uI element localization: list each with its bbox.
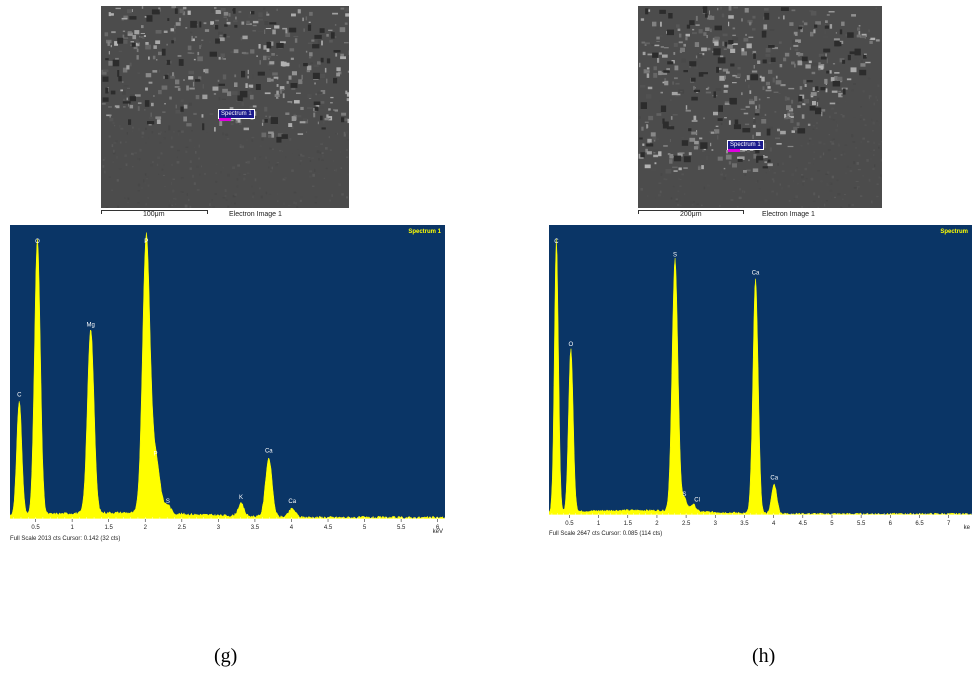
x-tick-label: 1 [70, 525, 74, 531]
x-tick-label: 4 [772, 521, 776, 527]
eds-spectrum-g: Spectrum 1 0.5 1 1.5 2 2.5 3 3.5 4 4.5 5 5.5 6 keV C O M… [10, 225, 445, 535]
x-tick-label: 3 [217, 525, 221, 531]
image-label-g: Electron Image 1 [229, 211, 282, 218]
spectrum-tag-g: Spectrum 1 [218, 109, 255, 119]
x-tick-label: 6.5 [915, 521, 924, 527]
scalebar-tick-left-h [638, 210, 639, 214]
x-tick-label: 3 [714, 521, 718, 527]
axis-strip [549, 515, 972, 531]
peak-label: S [166, 499, 170, 505]
scalebar-line-g [101, 210, 207, 211]
spectrum-marker-g [219, 118, 231, 121]
image-label-h: Electron Image 1 [762, 211, 815, 218]
x-tick-label: 4.5 [324, 525, 333, 531]
scalebar-line-h [638, 210, 743, 211]
x-tick-label: 3.5 [740, 521, 749, 527]
spectrum-background [10, 225, 445, 535]
scalebar-tick-left-g [101, 210, 102, 214]
spectrum-marker-h [728, 149, 740, 152]
x-tick-label: 2 [144, 525, 148, 531]
spectrum-series [10, 232, 445, 520]
sem-texture [638, 6, 882, 208]
eds-spectrum-h: Spectrum 0.5 1 1.5 2 2.5 3 3.5 4 4.5 5 5.5 6 6.5 7 ke C O… [549, 225, 972, 531]
peak-label: C [17, 393, 22, 399]
spectrum-title: Spectrum 1 [408, 229, 441, 235]
electron-image-h [638, 6, 882, 208]
scalebar-tick-right-h [743, 210, 744, 214]
spectrum-svg: Spectrum 0.5 1 1.5 2 2.5 3 3.5 4 4.5 5 5.5 6 6.5 7 ke C O… [549, 225, 972, 531]
x-tick-label: 5 [830, 521, 834, 527]
x-tick-label: 6 [436, 525, 440, 531]
x-tick-label: 7 [947, 521, 951, 527]
spectrum-title: Spectrum [940, 229, 968, 235]
electron-image-g [101, 6, 349, 208]
spectrum-footer-h: Full Scale 2647 cts Cursor: 0.085 (114 c… [549, 531, 663, 537]
peak-label: C [554, 239, 559, 245]
peak-label: O [35, 239, 40, 245]
x-tick-label: 2.5 [178, 525, 187, 531]
x-tick-label: 4 [290, 525, 294, 531]
scale-label-g: 100μm [143, 211, 165, 218]
scalebar-tick-right-g [207, 210, 208, 214]
caption-g: (g) [214, 645, 238, 667]
peak-label: Ca [265, 449, 273, 455]
peak-label: Cl [694, 497, 700, 503]
scalebar-row-g: 100μm Electron Image 1 [101, 208, 349, 220]
x-tick-label: 3.5 [251, 525, 260, 531]
x-tick-label: 1 [597, 521, 601, 527]
sem-texture [101, 6, 349, 208]
peak-label: Mg [87, 322, 95, 328]
spectrum-tag-h: Spectrum 1 [727, 140, 764, 150]
scalebar-row-h: 200μm Electron Image 1 [638, 208, 882, 220]
peak-label: P [153, 451, 157, 457]
x-tick-label: 6 [889, 521, 893, 527]
peak-label: Ca [288, 499, 296, 505]
peak-label: K [239, 495, 243, 501]
x-tick-label: 1.5 [624, 521, 633, 527]
peak-label: P [144, 239, 148, 245]
caption-h: (h) [752, 645, 776, 667]
x-tick-label: 0.5 [565, 521, 574, 527]
x-tick-label: 4.5 [799, 521, 808, 527]
x-tick-label: 0.5 [31, 525, 40, 531]
peak-label: Ca [770, 475, 778, 481]
spectrum-footer-g: Full Scale 2013 cts Cursor: 0.142 (32 ct… [10, 536, 121, 542]
x-tick-label: 5.5 [397, 525, 406, 531]
peak-label: S [673, 253, 677, 259]
peak-label: Ca [752, 271, 760, 277]
scale-label-h: 200μm [680, 211, 702, 218]
x-tick-label: 1.5 [105, 525, 114, 531]
x-tick-label: 5.5 [857, 521, 866, 527]
axis-strip [10, 519, 445, 535]
x-tick-label: 2 [655, 521, 659, 527]
x-unit-label: keV [433, 529, 443, 535]
spectrum-series [549, 238, 972, 516]
x-tick-label: 5 [363, 525, 367, 531]
x-tick-label: 2.5 [682, 521, 691, 527]
x-unit-label: ke [964, 525, 971, 531]
peak-label: S [682, 492, 686, 498]
peak-label: O [569, 342, 574, 348]
